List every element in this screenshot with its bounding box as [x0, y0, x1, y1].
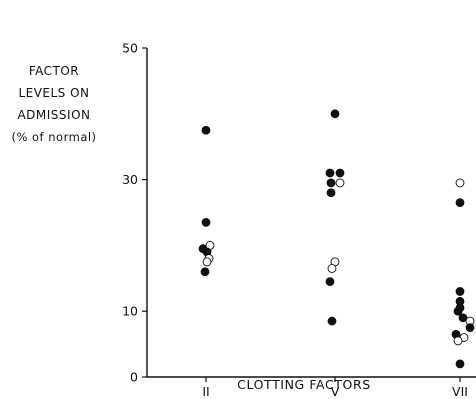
x-tick-label: II [202, 384, 209, 399]
y-tick-label: 10 [122, 304, 138, 319]
x-tick-label: VII [452, 384, 468, 399]
open-data-point [202, 257, 212, 267]
data-points [198, 109, 475, 369]
y-tick-label: 30 [122, 172, 138, 187]
filled-data-point [326, 178, 336, 188]
filled-data-point [325, 168, 335, 178]
filled-data-point [458, 313, 468, 323]
filled-data-point [201, 217, 211, 227]
filled-data-point [455, 287, 465, 296]
filled-data-point [200, 267, 210, 277]
open-data-point [455, 178, 465, 188]
y-axis-label-line-4: (% of normal) [11, 130, 97, 144]
y-axis-label-line-2: LEVELS ON [18, 86, 90, 100]
ticks: 0 10 30 50 II V VII [122, 41, 468, 399]
y-axis-label-line-3: ADMISSION [17, 108, 91, 122]
open-data-point [327, 263, 337, 273]
filled-data-point [327, 316, 337, 326]
filled-data-point [326, 188, 336, 198]
axes [146, 48, 476, 378]
y-tick-label: 50 [122, 41, 138, 56]
x-axis-title: CLOTTING FACTORS [237, 377, 371, 392]
y-tick-label: 0 [130, 370, 138, 385]
open-data-point [453, 336, 463, 346]
filled-data-point [325, 277, 335, 286]
filled-data-point [201, 125, 211, 135]
open-data-point [335, 178, 345, 188]
filled-data-point [335, 168, 345, 178]
y-axis-label-line-1: FACTOR [28, 64, 80, 78]
filled-data-point [330, 109, 340, 119]
filled-data-point [453, 306, 463, 316]
x-tick-label: V [331, 384, 340, 399]
filled-data-point [465, 323, 475, 333]
filled-data-point [455, 198, 465, 208]
filled-data-point [455, 359, 465, 369]
